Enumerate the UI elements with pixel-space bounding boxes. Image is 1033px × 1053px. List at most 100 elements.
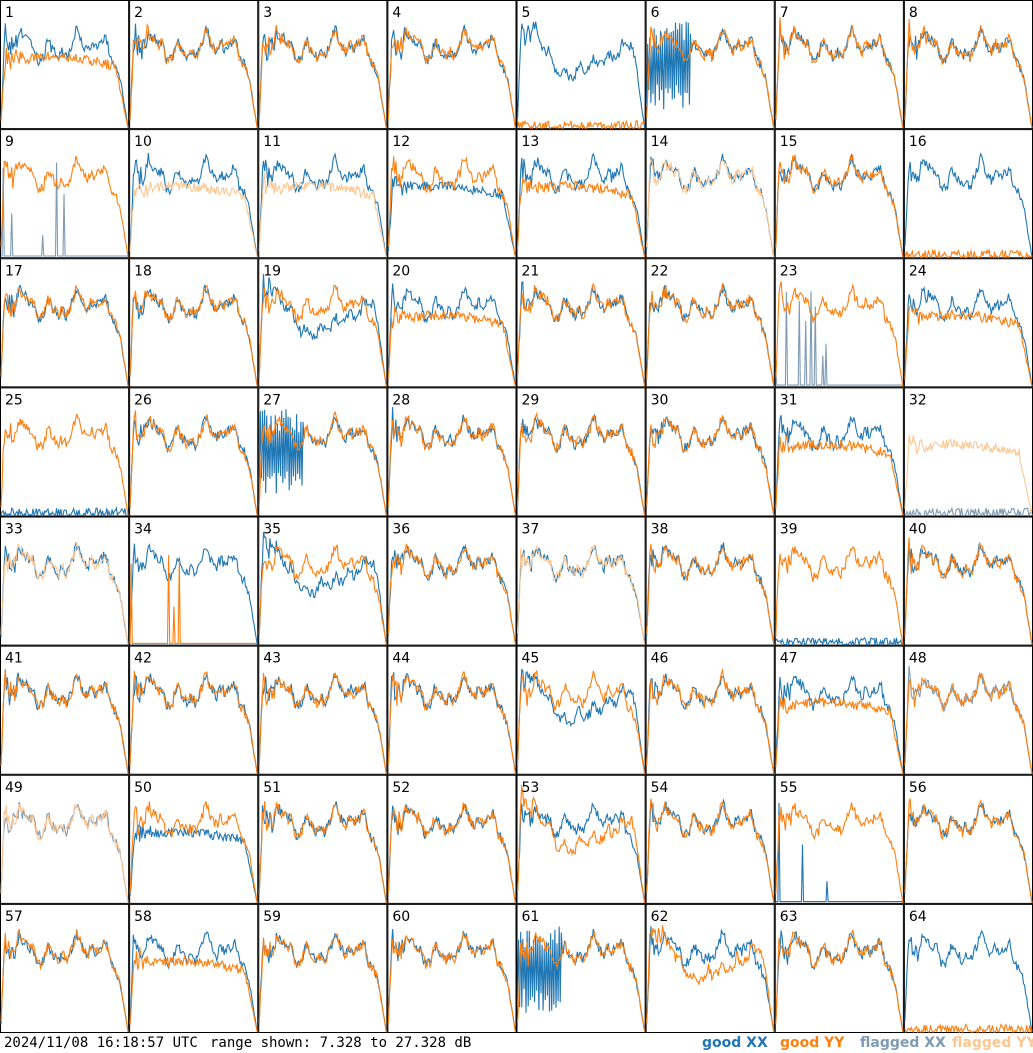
panel-label: 17 [5, 263, 23, 279]
series-yy-panel-3 [258, 26, 387, 129]
panel-label: 25 [5, 392, 23, 408]
panel-frame [129, 0, 259, 130]
series-xx-panel-61 [516, 926, 646, 1033]
panel-58: 58 [129, 903, 259, 1033]
panel-frame [129, 645, 259, 775]
panel-label: 56 [909, 780, 927, 796]
series-xx-panel-55 [775, 802, 903, 903]
panel-label: 46 [651, 651, 669, 667]
series-yy-panel-12 [387, 156, 517, 258]
panel-frame [387, 516, 517, 646]
panel-frame [0, 258, 130, 388]
panel-label: 12 [392, 134, 410, 150]
panel-36: 36 [387, 516, 517, 646]
panel-label: 9 [5, 134, 14, 150]
panel-label: 24 [909, 263, 927, 279]
panel-label: 22 [651, 263, 669, 279]
panel-frame [645, 516, 775, 646]
panel-label: 44 [392, 651, 410, 667]
series-yy-panel-43 [258, 672, 387, 774]
panel-19: 19 [258, 258, 388, 388]
series-xx-panel-31 [775, 415, 904, 516]
panel-label: 53 [522, 780, 540, 796]
series-yy-panel-42 [129, 671, 258, 774]
series-yy-panel-20 [387, 305, 517, 387]
panel-17: 17 [0, 258, 130, 388]
series-yy-panel-1 [0, 47, 129, 129]
panel-label: 8 [909, 5, 918, 21]
panel-label: 13 [522, 134, 540, 150]
panel-frame [774, 903, 904, 1033]
series-xx-panel-59 [258, 932, 387, 1033]
panel-frame [903, 129, 1033, 259]
panel-frame [516, 258, 646, 388]
panel-50: 50 [129, 774, 259, 904]
series-yy-panel-44 [387, 671, 517, 774]
panel-label: 5 [522, 5, 531, 21]
series-xx-panel-34 [129, 543, 258, 645]
series-yy-panel-5 [516, 119, 646, 131]
series-yy-panel-36 [387, 543, 517, 645]
series-yy-panel-62 [646, 925, 775, 1033]
panel-frame [645, 258, 775, 388]
series-xx-panel-9 [1, 162, 129, 257]
series-yy-panel-52 [387, 801, 517, 903]
series-yy-panel-48 [904, 672, 1033, 774]
panel-frame [387, 774, 517, 904]
panel-label: 64 [909, 909, 927, 925]
panel-30: 30 [645, 387, 775, 517]
panel-frame [258, 645, 388, 775]
series-xx-panel-13 [516, 152, 646, 258]
panel-35: 35 [258, 516, 388, 646]
panel-45: 45 [516, 645, 646, 775]
panel-60: 60 [387, 903, 517, 1033]
panel-frame [387, 645, 517, 775]
panel-32: 32 [903, 387, 1033, 518]
series-yy-panel-56 [904, 798, 1033, 903]
panel-label: 60 [392, 909, 410, 925]
series-yy-panel-63 [775, 929, 904, 1033]
panel-41: 41 [0, 645, 130, 775]
series-yy-panel-47 [775, 696, 904, 774]
panel-5: 5 [516, 0, 646, 131]
series-xx-panel-23 [775, 291, 903, 386]
series-yy-panel-13 [516, 177, 646, 258]
panel-label: 6 [651, 5, 660, 21]
panel-label: 54 [651, 780, 669, 796]
panel-label: 48 [909, 651, 927, 667]
panel-56: 56 [903, 774, 1033, 904]
panel-label: 36 [392, 522, 410, 538]
panel-37: 37 [516, 516, 646, 646]
series-xx-panel-63 [775, 930, 904, 1033]
series-xx-panel-24 [904, 286, 1033, 387]
series-xx-panel-25 [0, 506, 129, 518]
series-yy-panel-37 [516, 544, 646, 645]
series-yy-panel-19 [258, 285, 387, 387]
panel-53: 53 [516, 774, 646, 904]
panel-frame [129, 258, 259, 388]
panel-label: 21 [522, 263, 540, 279]
panel-57: 57 [0, 903, 130, 1033]
panel-label: 39 [780, 522, 798, 538]
panel-3: 3 [258, 0, 388, 130]
panel-24: 24 [903, 258, 1033, 388]
panel-frame [516, 387, 646, 517]
panel-12: 12 [387, 129, 517, 259]
series-xx-panel-54 [646, 798, 775, 903]
panel-15: 15 [774, 129, 904, 259]
series-xx-panel-35 [258, 531, 387, 645]
panel-49: 49 [0, 774, 130, 904]
panel-label: 47 [780, 651, 798, 667]
panel-label: 35 [263, 522, 281, 538]
series-yy-panel-14 [646, 158, 775, 258]
panel-frame [387, 387, 517, 517]
panel-frame [258, 258, 388, 388]
series-yy-panel-46 [646, 668, 775, 774]
panel-label: 32 [909, 392, 927, 408]
panel-label: 1 [5, 5, 14, 21]
panel-61: 61 [516, 903, 646, 1033]
panel-frame [387, 129, 517, 259]
series-yy-panel-28 [387, 415, 517, 516]
series-yy-panel-32 [904, 434, 1033, 516]
series-yy-panel-60 [387, 932, 517, 1033]
